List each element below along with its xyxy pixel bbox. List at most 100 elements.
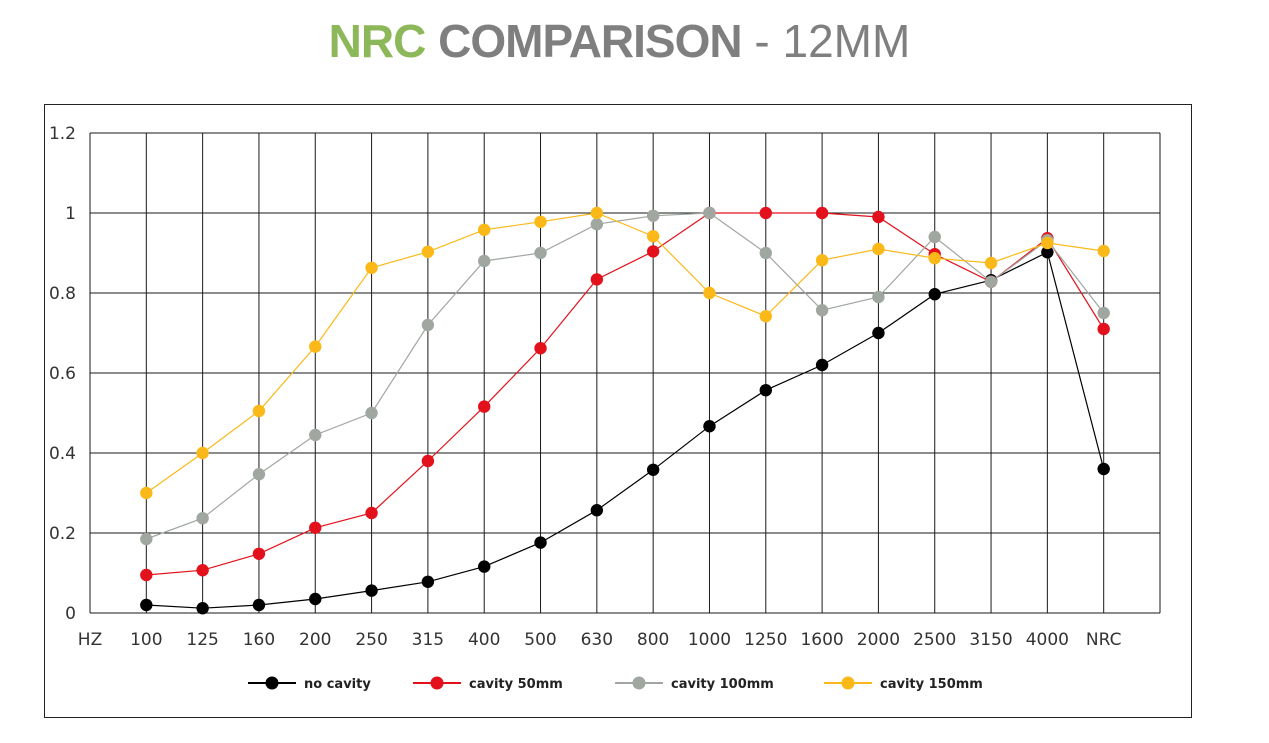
chart-title: NRC COMPARISON - 12MM: [0, 14, 1239, 68]
x-tick-label: 160: [243, 630, 275, 650]
legend-label: no cavity: [304, 677, 371, 692]
x-tick-label: NRC: [1086, 630, 1122, 650]
data-point: [252, 404, 266, 418]
legend-item: cavity 100mm: [615, 676, 774, 692]
data-point: [196, 564, 209, 577]
legend-label: cavity 100mm: [671, 677, 774, 692]
title-nrc: NRC: [328, 15, 427, 67]
data-point: [703, 286, 716, 300]
data-point: [478, 223, 491, 236]
x-tick-label: 315: [412, 630, 444, 650]
data-point: [646, 463, 660, 476]
x-tick-label: 630: [581, 630, 613, 650]
data-point: [590, 273, 604, 286]
x-tick-label: 250: [355, 630, 387, 650]
series-lines: [140, 206, 1110, 615]
y-tick-label: 0.2: [49, 524, 76, 544]
series-0: [140, 246, 1110, 615]
data-point: [1041, 236, 1054, 250]
data-point: [703, 420, 716, 433]
data-point: [815, 304, 829, 317]
data-point: [1097, 306, 1110, 320]
data-point: [309, 592, 322, 606]
data-point: [140, 568, 153, 582]
data-point: [590, 504, 604, 517]
data-point: [365, 406, 378, 420]
y-tick-label: 1: [65, 204, 76, 224]
series-1: [140, 206, 1110, 582]
series-line: [145, 212, 1104, 494]
data-point: [196, 602, 209, 615]
data-point: [365, 584, 378, 597]
y-tick-label: 0: [65, 604, 76, 624]
data-point: [759, 246, 772, 260]
legend-item: cavity 150mm: [824, 676, 983, 692]
data-point: [534, 246, 547, 260]
series-line: [146, 212, 1105, 576]
data-point: [140, 532, 153, 546]
x-tick-label: 3150: [969, 630, 1012, 650]
legend-label: cavity 50mm: [469, 677, 563, 692]
data-point: [421, 454, 435, 468]
legend-swatch-marker: [841, 676, 855, 690]
data-point: [365, 506, 378, 520]
data-point: [140, 598, 153, 612]
data-point: [252, 598, 266, 612]
x-tick-label: 2500: [913, 630, 956, 650]
data-point: [309, 521, 322, 534]
data-point: [984, 275, 998, 288]
series-3: [140, 206, 1110, 500]
y-tick-label: 0.6: [49, 364, 76, 384]
data-point: [703, 206, 716, 220]
data-point: [590, 206, 604, 220]
legend-swatch-marker: [265, 676, 279, 690]
x-tick-label: 4000: [1026, 630, 1069, 650]
data-point: [928, 288, 941, 301]
grid: [89, 132, 1161, 614]
series-2: [140, 206, 1110, 546]
legend-label: cavity 150mm: [880, 677, 983, 692]
title-size: - 12MM: [741, 15, 911, 67]
data-point: [534, 536, 547, 549]
data-point: [309, 340, 322, 353]
y-tick-label: 0.4: [49, 444, 76, 464]
data-point: [478, 560, 491, 573]
y-tick-label: 1.2: [49, 124, 76, 144]
data-point: [1097, 322, 1110, 336]
data-point: [196, 446, 209, 460]
data-point: [421, 245, 435, 258]
data-point: [872, 242, 885, 256]
y-tick-label: 0.8: [49, 284, 76, 304]
series-line: [146, 251, 1105, 609]
legend-swatch-marker: [632, 676, 646, 690]
series-line: [146, 212, 1105, 540]
legend-item: no cavity: [248, 676, 371, 692]
data-point: [534, 342, 547, 355]
data-point: [140, 486, 153, 500]
legend-item: cavity 50mm: [413, 676, 563, 692]
x-tick-label: 100: [130, 630, 162, 650]
data-point: [759, 206, 772, 220]
data-point: [1041, 246, 1054, 259]
legend-swatch-marker: [430, 676, 444, 690]
data-point: [872, 290, 885, 304]
data-point: [759, 384, 772, 397]
data-point: [815, 358, 829, 372]
data-point: [815, 254, 829, 267]
data-point: [872, 326, 885, 340]
data-point: [590, 218, 604, 231]
chart-frame: [44, 104, 1192, 718]
data-point: [478, 400, 491, 413]
data-point: [1097, 244, 1110, 258]
data-point: [646, 230, 660, 243]
x-tick-label: 800: [637, 630, 669, 650]
data-point: [534, 215, 547, 228]
data-point: [421, 318, 435, 332]
data-point: [646, 245, 660, 258]
data-point: [196, 512, 209, 525]
data-point: [365, 261, 378, 274]
x-tick-label: 1250: [744, 630, 787, 650]
data-point: [252, 547, 266, 560]
data-point: [815, 206, 829, 220]
